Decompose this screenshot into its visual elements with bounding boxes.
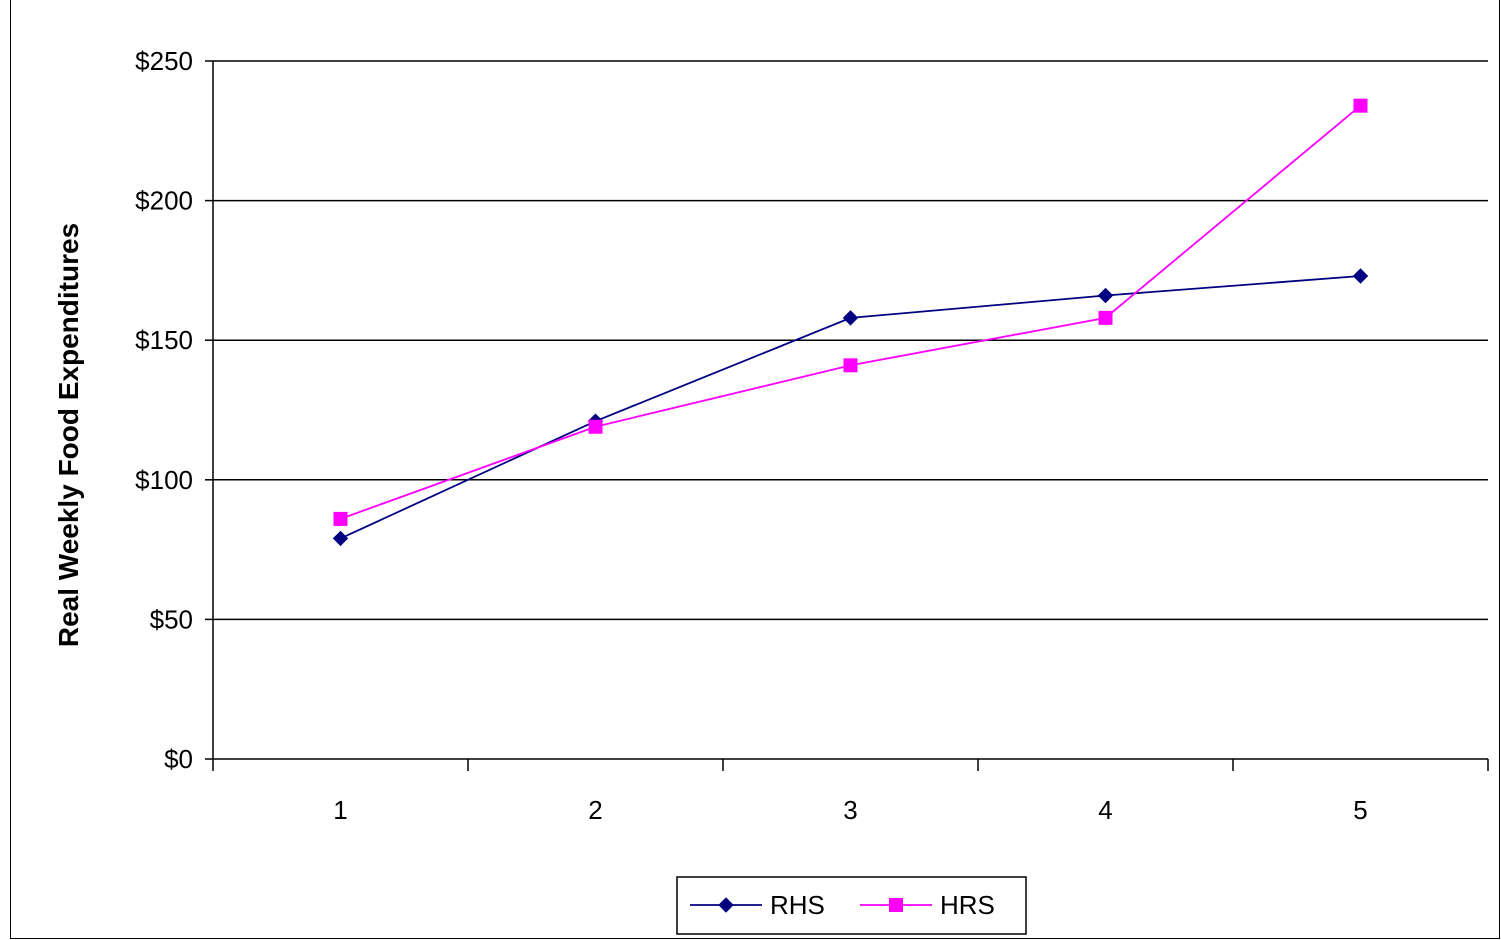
- data-point-square: [1353, 98, 1368, 113]
- x-tick-label: 4: [1098, 795, 1112, 825]
- y-tick-label: $150: [135, 325, 193, 355]
- y-tick-label: $200: [135, 186, 193, 216]
- x-tick-label: 2: [588, 795, 602, 825]
- legend-label-rhs: RHS: [770, 890, 825, 920]
- data-point-diamond: [1097, 287, 1114, 304]
- tick-labels: $0 $50 $100 $150 $200 $250 1 2 3 4 5: [135, 46, 1368, 825]
- y-tick-label: $0: [164, 744, 193, 774]
- data-point-square: [843, 358, 858, 373]
- y-tick-label: $250: [135, 46, 193, 76]
- x-tick-label: 3: [843, 795, 857, 825]
- y-tick-label: $50: [150, 604, 193, 634]
- data-point-diamond: [332, 530, 349, 547]
- data-point-diamond: [718, 897, 734, 913]
- x-tick-label: 5: [1353, 795, 1367, 825]
- data-point-square: [1098, 310, 1113, 325]
- data-point-square: [889, 898, 903, 912]
- data-point-diamond: [1352, 268, 1369, 284]
- axes: [205, 60, 1489, 771]
- legend: RHS HRS: [676, 876, 1027, 935]
- x-tick-label: 1: [333, 795, 347, 825]
- data-point-square: [588, 419, 603, 434]
- series-lines: [332, 98, 1369, 547]
- gridlines: [213, 60, 1488, 621]
- y-tick-label: $100: [135, 465, 193, 495]
- chart-frame: [10, 0, 1500, 939]
- legend-label-hrs: HRS: [940, 890, 995, 920]
- y-axis-title: Real Weekly Food Expenditures: [53, 223, 84, 647]
- data-point-diamond: [842, 310, 859, 326]
- data-point-square: [333, 511, 348, 526]
